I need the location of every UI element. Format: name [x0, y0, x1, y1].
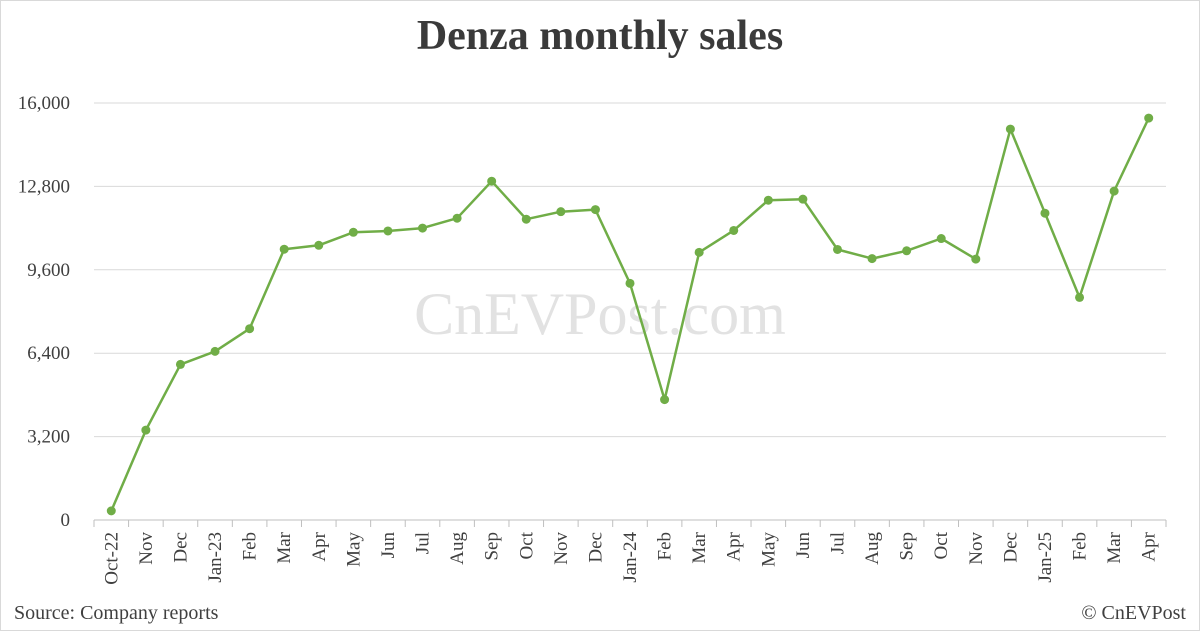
x-tick-label: Apr: [1139, 531, 1160, 561]
y-tick-label: 9,600: [27, 260, 70, 281]
x-tick-label: Feb: [655, 532, 676, 561]
x-tick-label: Oct: [931, 531, 952, 559]
x-tick-label: Nov: [966, 532, 987, 565]
chart-title: Denza monthly sales: [416, 13, 784, 59]
x-tick-label: Mar: [274, 531, 295, 563]
data-point: [556, 207, 566, 217]
x-tick-label: Oct: [516, 531, 537, 559]
data-point: [521, 214, 531, 224]
x-tick-label: Nov: [551, 532, 572, 565]
data-point: [1005, 124, 1015, 134]
x-tick-label: Sep: [482, 532, 503, 561]
x-tick-label: Jan-23: [205, 532, 226, 583]
x-tick-label: Aug: [862, 532, 883, 565]
data-point: [383, 226, 393, 236]
x-tick-label: Apr: [724, 531, 745, 561]
x-tick-label: May: [758, 532, 779, 567]
x-tick-label: May: [343, 532, 364, 567]
y-tick-label: 6,400: [27, 343, 70, 364]
x-tick-label: Dec: [170, 532, 191, 563]
x-tick-label: Mar: [689, 531, 710, 563]
data-point: [314, 240, 324, 250]
data-point: [452, 213, 462, 223]
y-tick-label: 16,000: [18, 93, 70, 114]
x-tick-label: Sep: [897, 532, 918, 561]
x-tick-label: Aug: [447, 532, 468, 565]
data-point: [798, 194, 808, 204]
x-tick-label: Jul: [413, 532, 434, 554]
data-point: [763, 195, 773, 205]
data-point: [1075, 292, 1085, 302]
x-tick-label: Oct-22: [101, 532, 122, 585]
data-point: [245, 324, 255, 334]
data-point: [936, 234, 946, 244]
x-tick-label: Jul: [827, 532, 848, 554]
x-tick-label: Jun: [378, 532, 399, 559]
data-point: [590, 205, 600, 215]
data-point: [660, 395, 670, 405]
x-tick-label: Apr: [309, 531, 330, 561]
data-point: [1144, 113, 1154, 123]
x-tick-label: Jan-24: [620, 532, 641, 583]
x-tick-label: Jan-25: [1035, 532, 1056, 583]
data-point: [867, 254, 877, 264]
data-point: [348, 227, 358, 237]
data-point: [418, 223, 428, 233]
data-point: [971, 254, 981, 264]
data-point: [729, 225, 739, 235]
y-tick-label: 3,200: [27, 427, 70, 448]
data-point: [279, 244, 289, 254]
data-point: [141, 425, 151, 435]
watermark: CnEVPost.com: [414, 281, 786, 347]
x-tick-label: Mar: [1104, 531, 1125, 563]
source-note: Source: Company reports: [14, 602, 219, 624]
data-point: [487, 176, 497, 186]
x-tick-label: Nov: [136, 532, 157, 565]
x-tick-label: Feb: [240, 532, 261, 561]
series-line: [110, 117, 1150, 512]
y-tick-label: 12,800: [18, 176, 70, 197]
data-point: [106, 506, 116, 516]
data-point: [694, 247, 704, 257]
data-point: [1109, 186, 1119, 196]
data-point: [625, 278, 635, 288]
data-point: [1040, 208, 1050, 218]
x-tick-label: Dec: [1000, 532, 1021, 563]
data-point: [210, 346, 220, 356]
x-tick-label: Jun: [793, 532, 814, 559]
x-tick-label: Feb: [1070, 532, 1091, 561]
data-point: [175, 359, 185, 369]
data-point: [902, 246, 912, 256]
x-tick-label: Dec: [585, 532, 606, 563]
y-tick-label: 0: [61, 510, 71, 531]
copyright-note: © CnEVPost: [1081, 602, 1186, 624]
data-point: [832, 244, 842, 254]
